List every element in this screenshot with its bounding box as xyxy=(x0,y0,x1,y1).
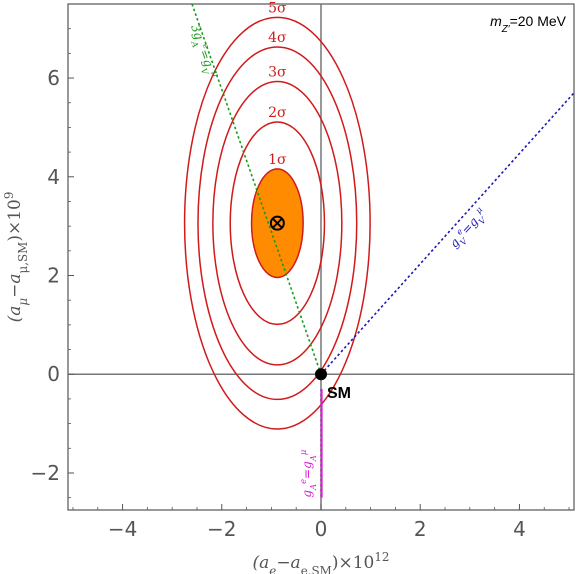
mass-annotation: mZ′=20 MeV xyxy=(490,13,567,35)
sm-point xyxy=(315,368,327,381)
x-tick-label: 0 xyxy=(315,517,328,541)
sm-label: SM xyxy=(327,385,351,402)
x-tick-label: 4 xyxy=(513,517,526,541)
best-fit-cross-2 xyxy=(272,217,283,229)
sigma-label-5: 5σ xyxy=(268,0,287,16)
x-tick-label: 2 xyxy=(414,517,427,541)
x-tick-label: −2 xyxy=(207,517,236,541)
label-3gAe-gVmu: 3gAe=gVμ xyxy=(184,22,221,82)
x-axis-title: (ae−ae,SM)×1012 xyxy=(252,550,389,574)
line-3gAe-gVmu xyxy=(191,3,322,375)
y-tick-label: 2 xyxy=(47,264,60,288)
sigma-contour-5 xyxy=(183,16,371,430)
sigma-contour-3 xyxy=(212,80,343,366)
best-fit-marker xyxy=(269,215,285,231)
sigma-label-1: 1σ xyxy=(268,152,287,168)
sigma-label-2: 2σ xyxy=(268,105,287,121)
label-gAe-gAmu: gAe=gAμ xyxy=(298,449,318,498)
chart-labels: mZ′=20 MeV (ae−ae,SM)×1012 (aμ−aμ,SM)×10… xyxy=(2,13,567,574)
sigma-label-3: 3σ xyxy=(268,65,287,81)
sigma-contour-4 xyxy=(197,46,358,401)
x-tick-label: −4 xyxy=(108,517,137,541)
sigma-label-4: 4σ xyxy=(268,30,287,46)
line-gVe-gVmu xyxy=(320,92,575,375)
y-tick-label: −2 xyxy=(31,461,60,485)
y-tick-label: 6 xyxy=(47,66,60,90)
y-tick-label: 0 xyxy=(47,362,60,386)
sigma-contour-2 xyxy=(229,121,326,326)
y-axis-title: (aμ−aμ,SM)×109 xyxy=(2,192,30,323)
y-tick-label: 4 xyxy=(47,165,60,189)
plot-area: −4 −2 0 2 4−202461σ2σ3σ4σ5σ3gAe=gVμgVe=gVμgA… xyxy=(31,0,575,541)
